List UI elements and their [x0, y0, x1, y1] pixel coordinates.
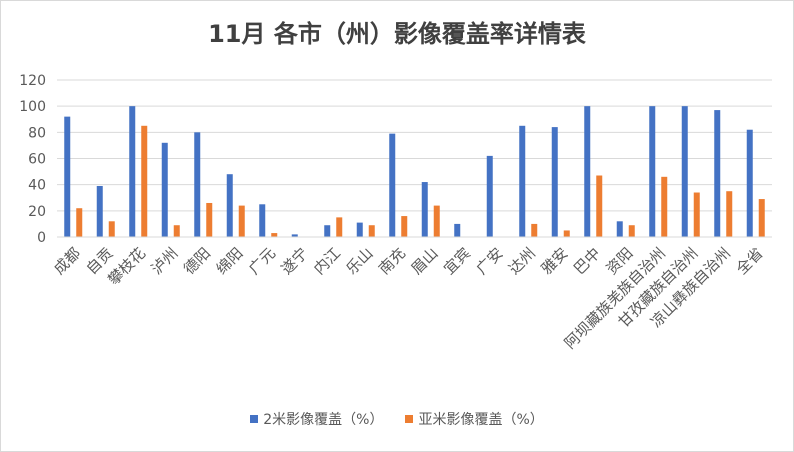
bar-2m	[389, 133, 396, 237]
y-tick-label: 60	[28, 152, 46, 168]
bar-2m	[649, 106, 656, 238]
category-label: 成都	[50, 244, 84, 278]
bar-submeter	[271, 233, 278, 237]
y-axis-tick-labels: 0 20 40 60 80 100 120	[19, 73, 46, 246]
bar-submeter	[531, 223, 538, 237]
category-label: 南充	[375, 244, 409, 278]
bar-submeter	[693, 192, 700, 237]
bar-2m	[454, 223, 461, 237]
bar-submeter	[368, 225, 375, 237]
y-tick-label: 80	[28, 125, 46, 141]
bar-2m	[421, 182, 428, 237]
bar-2m	[161, 142, 168, 237]
bar-2m	[519, 125, 526, 237]
category-label: 雅安	[538, 244, 572, 278]
bar-2m	[259, 204, 266, 237]
bar-2m	[64, 116, 71, 237]
category-label: 绵阳	[213, 244, 247, 278]
bar-submeter	[628, 225, 635, 237]
bar-submeter	[108, 221, 115, 237]
category-label: 眉山	[408, 244, 442, 278]
bar-submeter	[433, 205, 440, 237]
category-label: 达州	[505, 244, 539, 278]
y-tick-label: 20	[28, 204, 46, 220]
legend-swatch-2m	[250, 415, 259, 423]
legend-item-submeter: 亚米影像覆盖（%）	[405, 409, 544, 429]
bar-submeter	[563, 230, 570, 237]
bar-submeter	[661, 176, 668, 237]
chart-title: 11月 各市（州）影像覆盖率详情表	[208, 20, 586, 48]
bar-submeter	[76, 208, 83, 237]
bar-2m	[194, 132, 201, 237]
bar-submeter	[726, 191, 733, 237]
category-label: 全省	[733, 244, 767, 278]
bar-2m	[226, 174, 233, 237]
category-label: 泸州	[148, 244, 182, 278]
category-label: 攀枝花	[105, 244, 150, 289]
bar-2m	[486, 155, 493, 237]
bar-2m	[129, 106, 136, 238]
legend-item-2m: 2米影像覆盖（%）	[250, 409, 383, 429]
bar-2m	[616, 221, 623, 237]
bar-2m	[356, 222, 363, 237]
bar-2m	[96, 185, 103, 237]
bar-2m	[551, 127, 558, 237]
bar-submeter	[596, 175, 603, 237]
bars	[64, 106, 765, 238]
category-label: 宜宾	[440, 244, 474, 278]
category-label: 乐山	[343, 244, 377, 278]
legend: 2米影像覆盖（%） 亚米影像覆盖（%）	[0, 409, 794, 429]
bar-2m	[324, 225, 331, 237]
y-tick-label: 40	[28, 178, 46, 194]
y-tick-label: 100	[19, 99, 46, 115]
category-label: 德阳	[180, 244, 214, 278]
bar-submeter	[141, 125, 148, 237]
category-label: 广安	[473, 244, 507, 278]
x-axis-category-labels: 成都自贡攀枝花泸州德阳绵阳广元遂宁内江乐山南充眉山宜宾广安达州雅安巴中资阳阿坝藏…	[50, 244, 766, 352]
bar-2m	[746, 129, 753, 237]
category-label: 巴中	[570, 244, 604, 278]
bar-submeter	[336, 217, 343, 237]
legend-label-submeter: 亚米影像覆盖（%）	[418, 412, 544, 428]
bar-submeter	[758, 199, 765, 237]
bar-submeter	[173, 225, 180, 237]
category-label: 广元	[245, 244, 279, 278]
bar-submeter	[206, 202, 213, 237]
category-label: 内江	[310, 244, 344, 278]
bar-2m	[584, 106, 591, 238]
bar-2m	[681, 106, 688, 238]
bar-submeter	[238, 205, 245, 237]
bar-submeter	[401, 216, 408, 237]
y-tick-label: 120	[19, 73, 46, 89]
legend-swatch-submeter	[405, 415, 414, 423]
category-label: 遂宁	[278, 244, 312, 278]
bar-2m	[714, 110, 721, 237]
legend-label-2m: 2米影像覆盖（%）	[263, 412, 384, 428]
y-tick-label: 0	[37, 230, 46, 246]
bar-2m	[291, 234, 298, 237]
